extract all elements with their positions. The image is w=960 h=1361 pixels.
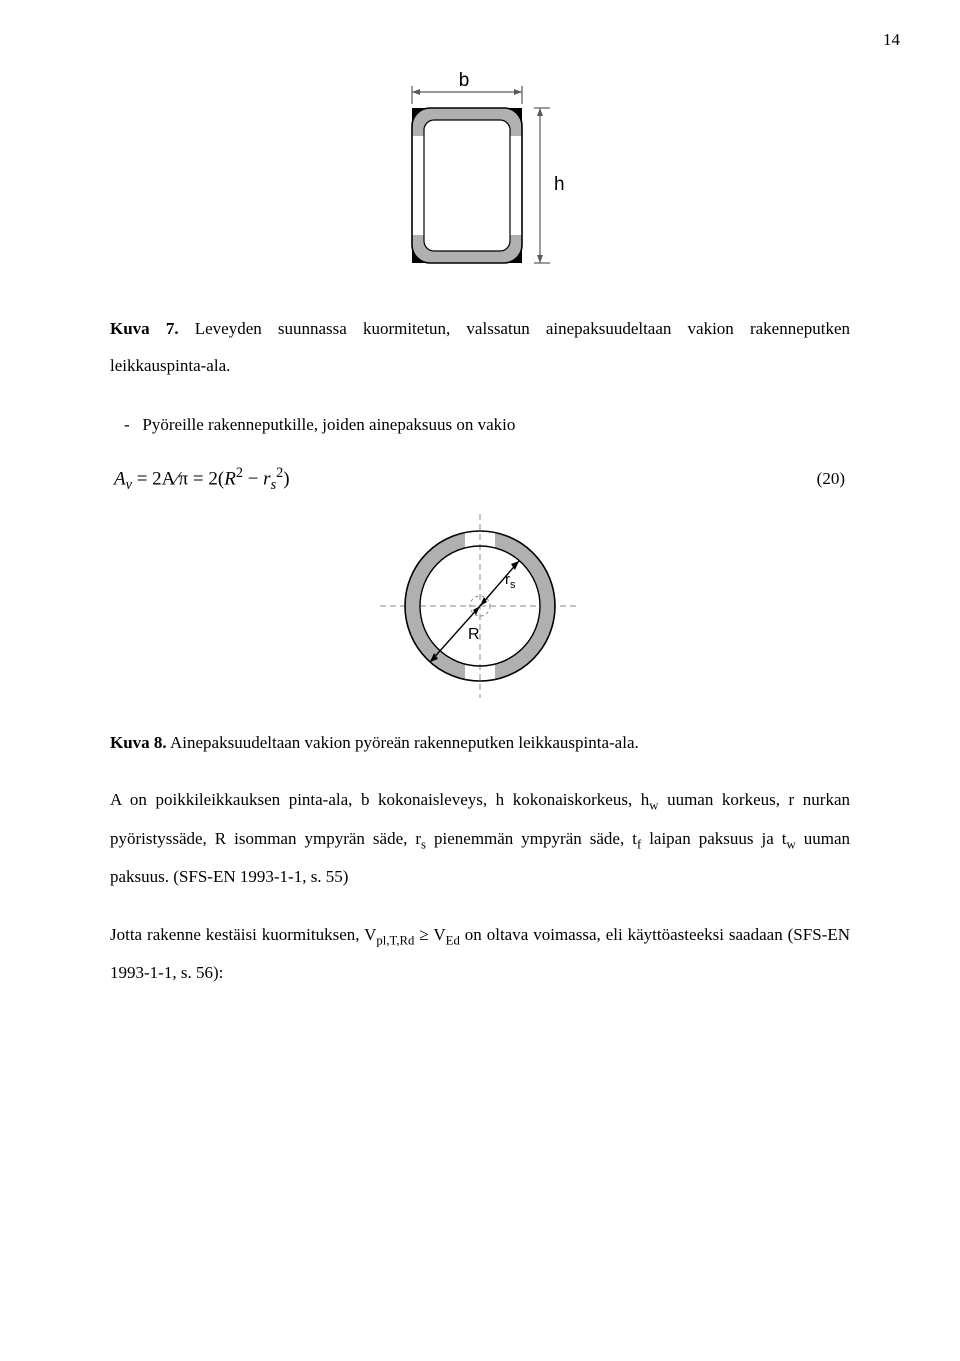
R-label: R [468, 626, 480, 643]
figure-7-caption-prefix: Kuva 7. [110, 319, 179, 338]
equation-20-row: Av = 2A⁄π = 2(R2 − rs2) (20) [110, 465, 850, 494]
figure-8-svg: rs R [380, 514, 580, 699]
figure-8-caption-prefix: Kuva 8. [110, 733, 167, 752]
eq20-sup2a: 2 [236, 465, 243, 481]
figure-7: b h [110, 70, 850, 290]
para1-d: laipan paksuus ja t [641, 829, 786, 848]
eq20-open: 2( [208, 468, 224, 489]
eq20-eq1: = [132, 468, 152, 489]
rs-label: rs [505, 571, 516, 591]
figure-8-caption-text: Ainepaksuudeltaan vakion pyöreän rakenne… [167, 733, 639, 752]
paragraph-variables: A on poikkileikkauksen pinta-ala, b koko… [110, 781, 850, 895]
eq20-close: ) [283, 468, 289, 489]
eq20-R: R [224, 468, 236, 489]
para1-sub4: w [787, 837, 796, 851]
paragraph-condition: Jotta rakenne kestäisi kuormituksen, Vpl… [110, 916, 850, 992]
para1-sub1: w [649, 799, 658, 813]
figure-8: rs R [110, 514, 850, 704]
eq20-mid: 2A⁄π [152, 468, 188, 489]
para2-sub2: Ed [446, 933, 460, 947]
figure-7-svg: b h [390, 70, 570, 285]
bullet-text: Pyöreille rakenneputkille, joiden ainepa… [142, 415, 515, 434]
eq20-rs: r [263, 468, 270, 489]
figure-7-caption-text: Leveyden suunnassa kuormitetun, valssatu… [110, 319, 850, 375]
para1-c: pienemmän ympyrän säde, t [426, 829, 637, 848]
para1-a: A on poikkileikkauksen pinta-ala, b koko… [110, 790, 649, 809]
figure-8-caption: Kuva 8. Ainepaksuudeltaan vakion pyöreän… [110, 724, 850, 761]
h-label: h [554, 174, 565, 195]
equation-20: Av = 2A⁄π = 2(R2 − rs2) [110, 465, 290, 494]
page-number: 14 [883, 30, 900, 50]
eq20-eq2: = [188, 468, 208, 489]
page: 14 [0, 0, 960, 1071]
bullet-dash: - [124, 415, 130, 434]
eq20-minus: − [243, 468, 263, 489]
para2-a: Jotta rakenne kestäisi kuormituksen, V [110, 925, 376, 944]
para2-sub1: pl,T,Rd [376, 933, 414, 947]
figure-7-caption: Kuva 7. Leveyden suunnassa kuormitetun, … [110, 310, 850, 385]
b-label: b [459, 70, 470, 91]
para2-b: ≥ V [414, 925, 445, 944]
eq20-lhs1: A [114, 468, 126, 489]
equation-20-number: (20) [817, 469, 850, 489]
bullet-circular-tube: - Pyöreille rakenneputkille, joiden aine… [110, 415, 850, 435]
